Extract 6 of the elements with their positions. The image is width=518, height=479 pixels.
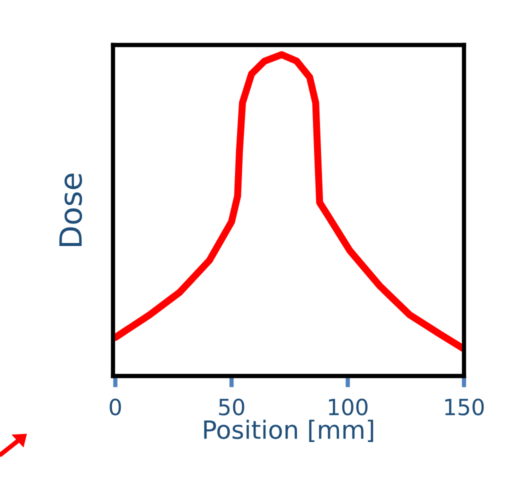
x-tick-label: 50: [219, 398, 244, 416]
x-tick-label: 100: [329, 398, 368, 416]
x-axis-title: Position [mm]: [204, 420, 374, 442]
y-axis-title: Dose: [59, 174, 82, 246]
x-tick-label: 0: [110, 398, 121, 416]
x-tick-label: 150: [445, 398, 484, 416]
